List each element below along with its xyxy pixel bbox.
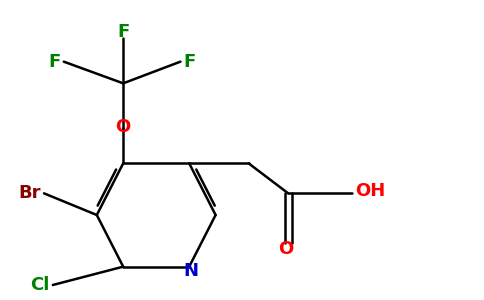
Text: F: F	[48, 53, 61, 71]
Text: F: F	[117, 23, 129, 41]
Text: O: O	[116, 118, 131, 136]
Text: Br: Br	[18, 184, 41, 202]
Text: O: O	[279, 240, 294, 258]
Text: N: N	[184, 262, 199, 280]
Text: Cl: Cl	[30, 276, 50, 294]
Text: OH: OH	[355, 182, 385, 200]
Text: F: F	[183, 53, 196, 71]
